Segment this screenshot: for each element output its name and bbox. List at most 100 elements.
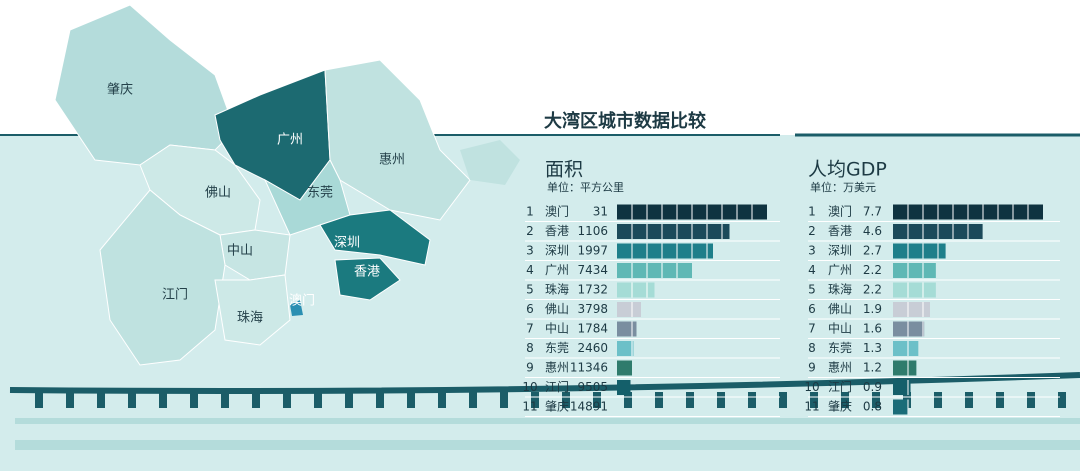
water	[15, 440, 1080, 450]
bar	[617, 263, 692, 278]
rank: 7	[526, 322, 534, 336]
rank: 4	[526, 263, 534, 277]
bar	[893, 282, 936, 298]
pier	[593, 392, 601, 408]
pier	[66, 392, 74, 408]
map-label: 广州	[277, 133, 303, 148]
title: 大湾区城市数据比较	[544, 110, 706, 132]
city: 广州	[828, 263, 852, 277]
water	[15, 418, 1080, 424]
map: 肇庆 广州 惠州 佛山 东莞 深圳 中山 江门 珠海 澳门 香港	[54, 4, 520, 366]
bar	[893, 263, 936, 278]
city: 佛山	[545, 302, 569, 316]
bar	[617, 302, 641, 317]
rank: 11	[804, 400, 819, 414]
map-label: 澳门	[289, 293, 315, 309]
city: 珠海	[545, 282, 569, 297]
map-label: 香港	[354, 265, 380, 280]
pier	[500, 392, 508, 408]
region	[319, 209, 431, 266]
pier	[748, 392, 756, 408]
city: 珠海	[828, 282, 852, 297]
pier	[221, 392, 229, 408]
city: 江门	[828, 379, 852, 394]
pier	[128, 392, 136, 408]
city: 惠州	[545, 361, 569, 375]
pier	[996, 392, 1004, 408]
value: 1.2	[863, 361, 882, 375]
bar	[617, 341, 634, 356]
city: 香港	[545, 224, 569, 238]
pier	[469, 392, 477, 408]
rank: 5	[526, 283, 534, 297]
pier	[686, 392, 694, 408]
bar	[617, 243, 713, 259]
bridge-deck	[9, 372, 1080, 394]
city: 江门	[545, 379, 569, 394]
pier	[376, 392, 384, 408]
city: 澳门	[545, 204, 569, 219]
map-label: 深圳	[334, 236, 360, 251]
bar	[893, 341, 919, 356]
rank: 8	[808, 341, 816, 355]
pier	[872, 392, 880, 408]
panel-unit: 单位：万美元	[810, 180, 876, 194]
city: 澳门	[828, 204, 852, 219]
value: 31	[593, 205, 608, 219]
pier	[810, 392, 818, 408]
bar	[893, 380, 911, 395]
city: 肇庆	[828, 399, 852, 414]
value: 4.6	[863, 224, 882, 238]
pier	[934, 392, 942, 408]
city: 深圳	[545, 244, 569, 258]
pier	[531, 392, 539, 408]
region	[290, 300, 303, 316]
value: 2.7	[863, 244, 882, 258]
map-label: 珠海	[237, 311, 263, 326]
pier	[407, 392, 415, 408]
pier	[35, 392, 43, 408]
rank: 9	[808, 361, 816, 375]
rank: 3	[526, 244, 534, 258]
island	[460, 140, 520, 185]
city: 惠州	[828, 361, 852, 375]
value: 7434	[577, 263, 608, 277]
rank: 1	[808, 205, 816, 219]
rank: 6	[526, 302, 534, 316]
value: 0.9	[863, 380, 882, 394]
pier	[624, 392, 632, 408]
bar	[617, 380, 631, 395]
map-label: 惠州	[379, 153, 405, 168]
city: 深圳	[828, 244, 852, 258]
rank: 5	[808, 283, 816, 297]
value: 14891	[570, 400, 608, 414]
bar	[893, 243, 946, 259]
city: 东莞	[828, 341, 852, 355]
map-label: 佛山	[205, 186, 231, 201]
value: 2460	[577, 341, 608, 355]
city: 东莞	[545, 341, 569, 355]
pier	[562, 392, 570, 408]
rank: 8	[526, 341, 534, 355]
region	[54, 4, 236, 166]
city: 中山	[828, 321, 852, 336]
region	[263, 159, 351, 236]
value: 3798	[577, 302, 608, 316]
bridge	[9, 372, 1080, 450]
pier	[779, 392, 787, 408]
rank: 11	[522, 400, 537, 414]
bar	[893, 321, 925, 337]
value: 9505	[577, 380, 608, 394]
value: 7.7	[863, 205, 882, 219]
panel-heading: 人均GDP	[808, 159, 887, 181]
city: 广州	[545, 263, 569, 277]
bar	[617, 224, 730, 239]
value: 1106	[577, 224, 608, 238]
rank: 2	[808, 224, 816, 238]
value: 1784	[577, 322, 608, 336]
rank: 7	[808, 322, 816, 336]
bar	[617, 282, 655, 298]
region	[334, 257, 401, 301]
rank: 10	[522, 380, 537, 394]
